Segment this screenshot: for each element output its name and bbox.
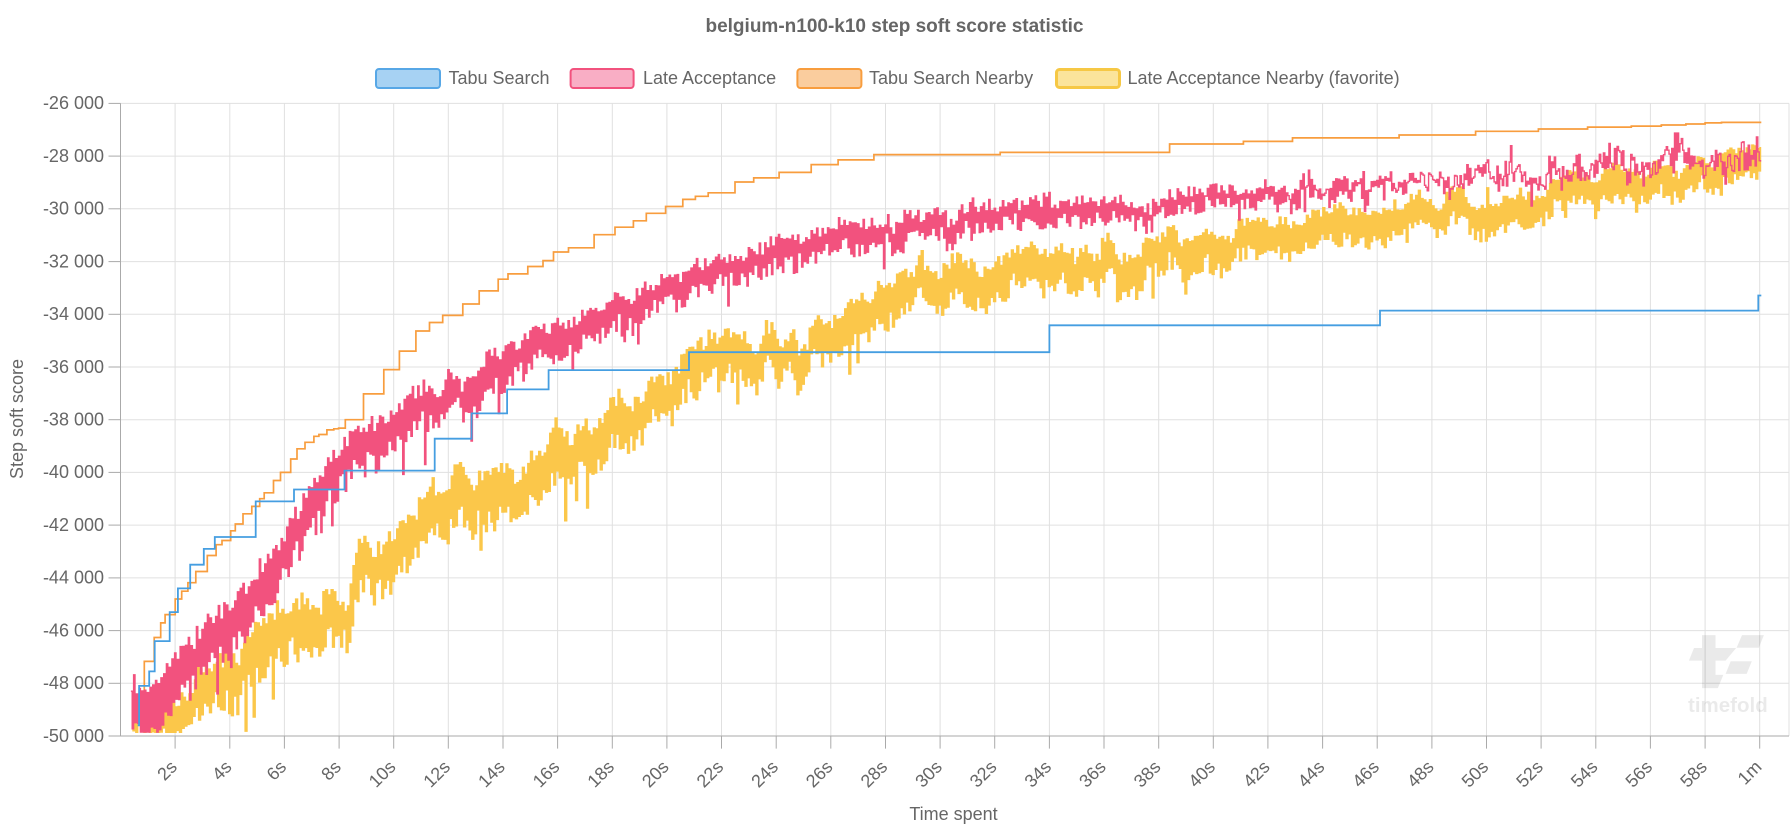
svg-text:-46 000: -46 000 bbox=[43, 620, 104, 640]
svg-text:-32 000: -32 000 bbox=[43, 251, 104, 271]
svg-text:-30 000: -30 000 bbox=[43, 199, 104, 219]
svg-text:-40 000: -40 000 bbox=[43, 462, 104, 482]
svg-text:-44 000: -44 000 bbox=[43, 568, 104, 588]
svg-text:-26 000: -26 000 bbox=[43, 93, 104, 113]
svg-text:-36 000: -36 000 bbox=[43, 357, 104, 377]
svg-text:Time spent: Time spent bbox=[909, 804, 997, 824]
svg-text:-42 000: -42 000 bbox=[43, 515, 104, 535]
svg-text:Tabu Search: Tabu Search bbox=[449, 68, 550, 88]
svg-text:-28 000: -28 000 bbox=[43, 146, 104, 166]
svg-text:Late Acceptance: Late Acceptance bbox=[643, 68, 776, 88]
svg-text:Step soft score: Step soft score bbox=[7, 359, 27, 479]
svg-text:timefold: timefold bbox=[1688, 694, 1768, 717]
svg-text:-38 000: -38 000 bbox=[43, 410, 104, 430]
svg-text:Tabu Search Nearby: Tabu Search Nearby bbox=[869, 68, 1033, 88]
svg-text:-34 000: -34 000 bbox=[43, 304, 104, 324]
svg-text:Late Acceptance Nearby (favori: Late Acceptance Nearby (favorite) bbox=[1128, 68, 1400, 88]
svg-text:-48 000: -48 000 bbox=[43, 673, 104, 693]
svg-text:belgium-n100-k10 step soft sco: belgium-n100-k10 step soft score statist… bbox=[705, 16, 1083, 37]
svg-text:-50 000: -50 000 bbox=[43, 726, 104, 746]
